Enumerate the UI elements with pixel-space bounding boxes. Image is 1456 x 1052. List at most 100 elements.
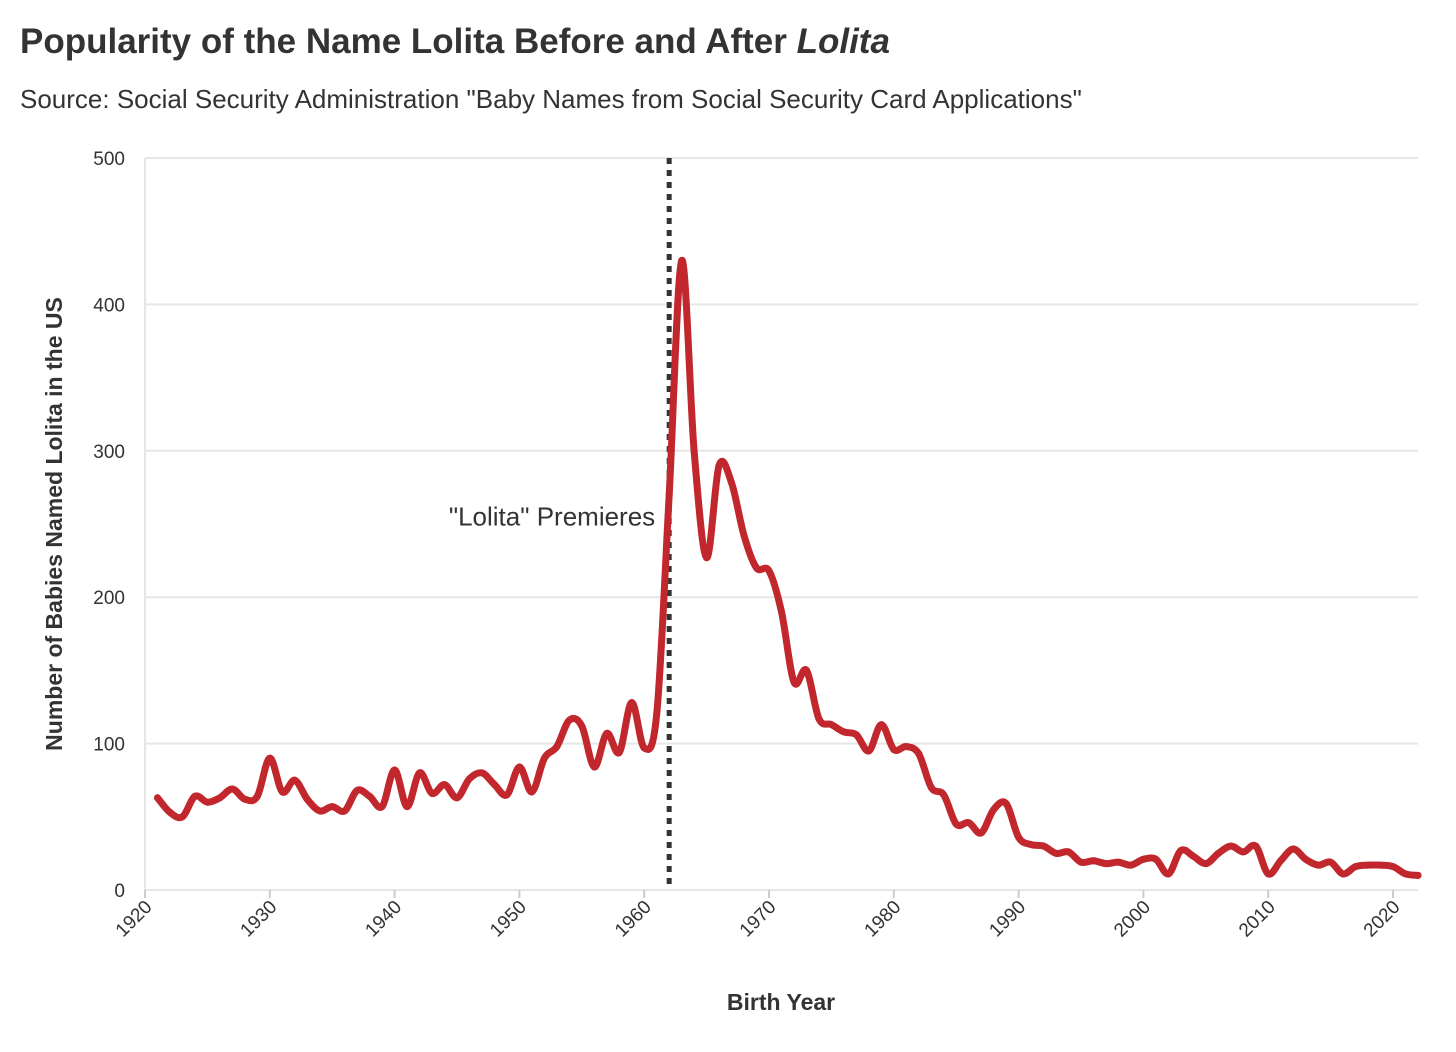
data-point-2022: [1414, 871, 1422, 879]
x-tick-label: 1950: [486, 897, 531, 942]
y-tick-label: 100: [93, 735, 125, 756]
x-tick-label: 1960: [611, 897, 656, 942]
data-point-1939: [378, 803, 386, 811]
data-point-1994: [1065, 848, 1072, 856]
chart-title: Popularity of the Name Lolita Before and…: [20, 22, 890, 62]
data-point-2020: [1389, 863, 1397, 871]
x-tick-label: 2020: [1360, 897, 1405, 942]
data-point-1973: [803, 666, 810, 674]
x-tick-label: 1970: [736, 897, 781, 942]
data-point-1932: [291, 776, 299, 784]
data-point-1979: [877, 721, 885, 729]
data-point-1926: [216, 794, 224, 802]
x-axis-ticks: 1920 1930 1940 1950 1960 1970 1980 1990 2000 2010…: [112, 890, 1405, 941]
data-point-1923: [178, 813, 186, 821]
data-point-1958: [615, 748, 623, 756]
data-point-1963: [678, 257, 686, 264]
data-point-1957: [603, 729, 611, 737]
data-point-1969: [753, 564, 760, 572]
series-points: [154, 257, 1422, 879]
data-point-1955: [578, 722, 586, 730]
data-point-1990: [1015, 833, 1023, 841]
data-point-1976: [840, 728, 848, 736]
x-tick-label: 1940: [361, 897, 406, 942]
data-point-2019: [1377, 861, 1385, 869]
data-point-1959: [628, 699, 636, 707]
data-point-2009: [1252, 842, 1260, 850]
data-point-1929: [253, 792, 261, 800]
data-point-1928: [241, 795, 249, 803]
data-point-1942: [416, 769, 424, 777]
y-axis-title: Number of Babies Named Lolita in the US: [41, 297, 67, 751]
data-point-1962: [665, 491, 673, 499]
data-point-1950: [515, 763, 523, 771]
data-point-1995: [1077, 858, 1085, 866]
data-point-1985: [952, 820, 960, 828]
data-point-1970: [765, 567, 773, 575]
data-point-1981: [902, 743, 910, 750]
y-axis-ticks: 0 100 200 300 400 500: [93, 149, 125, 902]
data-point-2011: [1277, 857, 1285, 865]
data-point-1989: [1002, 800, 1010, 808]
data-point-1948: [491, 781, 498, 789]
data-point-2005: [1202, 860, 1210, 868]
data-point-2004: [1189, 852, 1197, 860]
data-point-1943: [428, 789, 436, 797]
data-point-1983: [927, 784, 935, 791]
data-point-1921: [154, 794, 161, 802]
y-tick-label: 0: [114, 881, 125, 902]
y-tick-label: 400: [93, 295, 125, 316]
data-point-2012: [1289, 845, 1297, 853]
data-point-1952: [540, 754, 548, 762]
data-point-1930: [266, 754, 274, 762]
data-point-1931: [278, 788, 286, 796]
grid-lines: [145, 157, 1418, 891]
data-point-1987: [977, 829, 985, 837]
data-point-1993: [1052, 849, 1060, 857]
data-point-1925: [203, 798, 211, 806]
data-point-1984: [940, 791, 948, 799]
data-point-1940: [391, 766, 399, 774]
y-tick-label: 200: [93, 588, 125, 609]
data-point-1974: [815, 715, 823, 723]
data-point-1968: [740, 532, 748, 540]
series-line-lolita: [154, 256, 1422, 879]
data-point-1924: [191, 792, 199, 800]
data-point-1954: [565, 716, 573, 724]
data-point-2008: [1239, 848, 1247, 856]
data-point-1986: [965, 819, 973, 827]
data-point-2016: [1339, 870, 1347, 878]
chart-title-italic: Lolita: [796, 22, 890, 61]
data-point-1927: [228, 785, 236, 793]
data-point-1966: [715, 461, 723, 469]
data-point-1935: [328, 803, 336, 811]
data-point-1953: [553, 743, 561, 750]
chart-subtitle: Source: Social Security Administration "…: [20, 84, 1082, 114]
data-point-1945: [453, 794, 461, 802]
x-tick-label: 2010: [1235, 897, 1280, 942]
data-point-1982: [915, 750, 923, 758]
x-tick-label: 2000: [1110, 897, 1155, 942]
data-point-1998: [1115, 858, 1122, 866]
data-point-2006: [1214, 849, 1222, 857]
data-point-1941: [403, 803, 411, 811]
data-point-2003: [1177, 847, 1185, 854]
data-point-2017: [1352, 863, 1360, 871]
data-point-1992: [1040, 842, 1048, 850]
x-tick-label: 1920: [112, 897, 157, 942]
data-point-1999: [1127, 861, 1135, 869]
data-point-1978: [865, 747, 873, 755]
x-tick-label: 1930: [237, 897, 282, 942]
y-tick-label: 500: [93, 149, 125, 170]
data-point-1975: [827, 721, 835, 729]
data-point-1971: [778, 608, 785, 616]
data-point-1967: [728, 479, 736, 487]
data-point-1964: [690, 447, 698, 455]
data-point-1944: [441, 781, 448, 789]
data-point-1956: [590, 763, 598, 771]
data-point-2021: [1402, 870, 1409, 878]
data-point-2000: [1139, 855, 1147, 863]
data-point-1936: [341, 807, 349, 815]
x-tick-label: 1980: [861, 897, 906, 942]
data-point-1988: [990, 806, 998, 813]
